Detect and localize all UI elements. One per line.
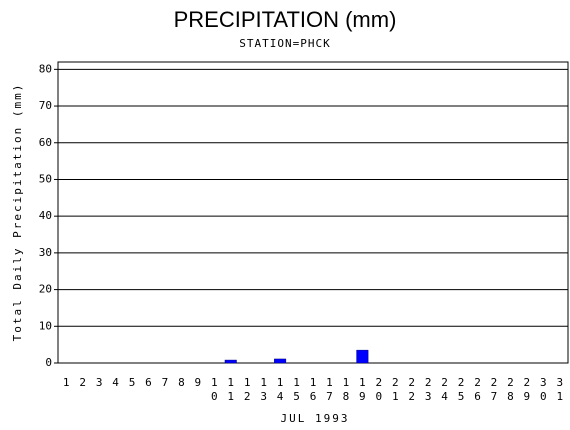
x-tick-label: 5: [129, 376, 136, 389]
x-tick-label: 8: [178, 376, 185, 389]
y-tick-label: 40: [39, 209, 52, 222]
y-tick-label: 60: [39, 136, 52, 149]
y-tick-label: 10: [39, 319, 52, 332]
x-tick-label: 6: [145, 376, 152, 389]
bar: [224, 359, 237, 364]
y-tick-label: 70: [39, 99, 52, 112]
chart-title: PRECIPITATION (mm): [174, 7, 397, 32]
y-tick-label: 20: [39, 283, 52, 296]
chart-subtitle: STATION=PHCK: [239, 37, 330, 50]
y-tick-label: 80: [39, 62, 52, 75]
x-tick-label: 3: [96, 376, 103, 389]
x-tick-label: 2: [79, 376, 86, 389]
x-axis-label: JUL 1993: [281, 412, 350, 425]
y-axis-label: Total Daily Precipitation (mm): [11, 83, 24, 342]
x-tick-label: 9: [195, 376, 202, 389]
y-tick-label: 30: [39, 246, 52, 259]
bar: [356, 349, 369, 364]
y-tick-label: 50: [39, 172, 52, 185]
x-tick-label: 4: [112, 376, 119, 389]
plot-frame: [57, 61, 569, 364]
x-tick-label: 7: [162, 376, 169, 389]
x-tick-label: 1: [63, 376, 70, 389]
bar: [274, 358, 287, 364]
y-tick-label: 0: [45, 356, 52, 369]
